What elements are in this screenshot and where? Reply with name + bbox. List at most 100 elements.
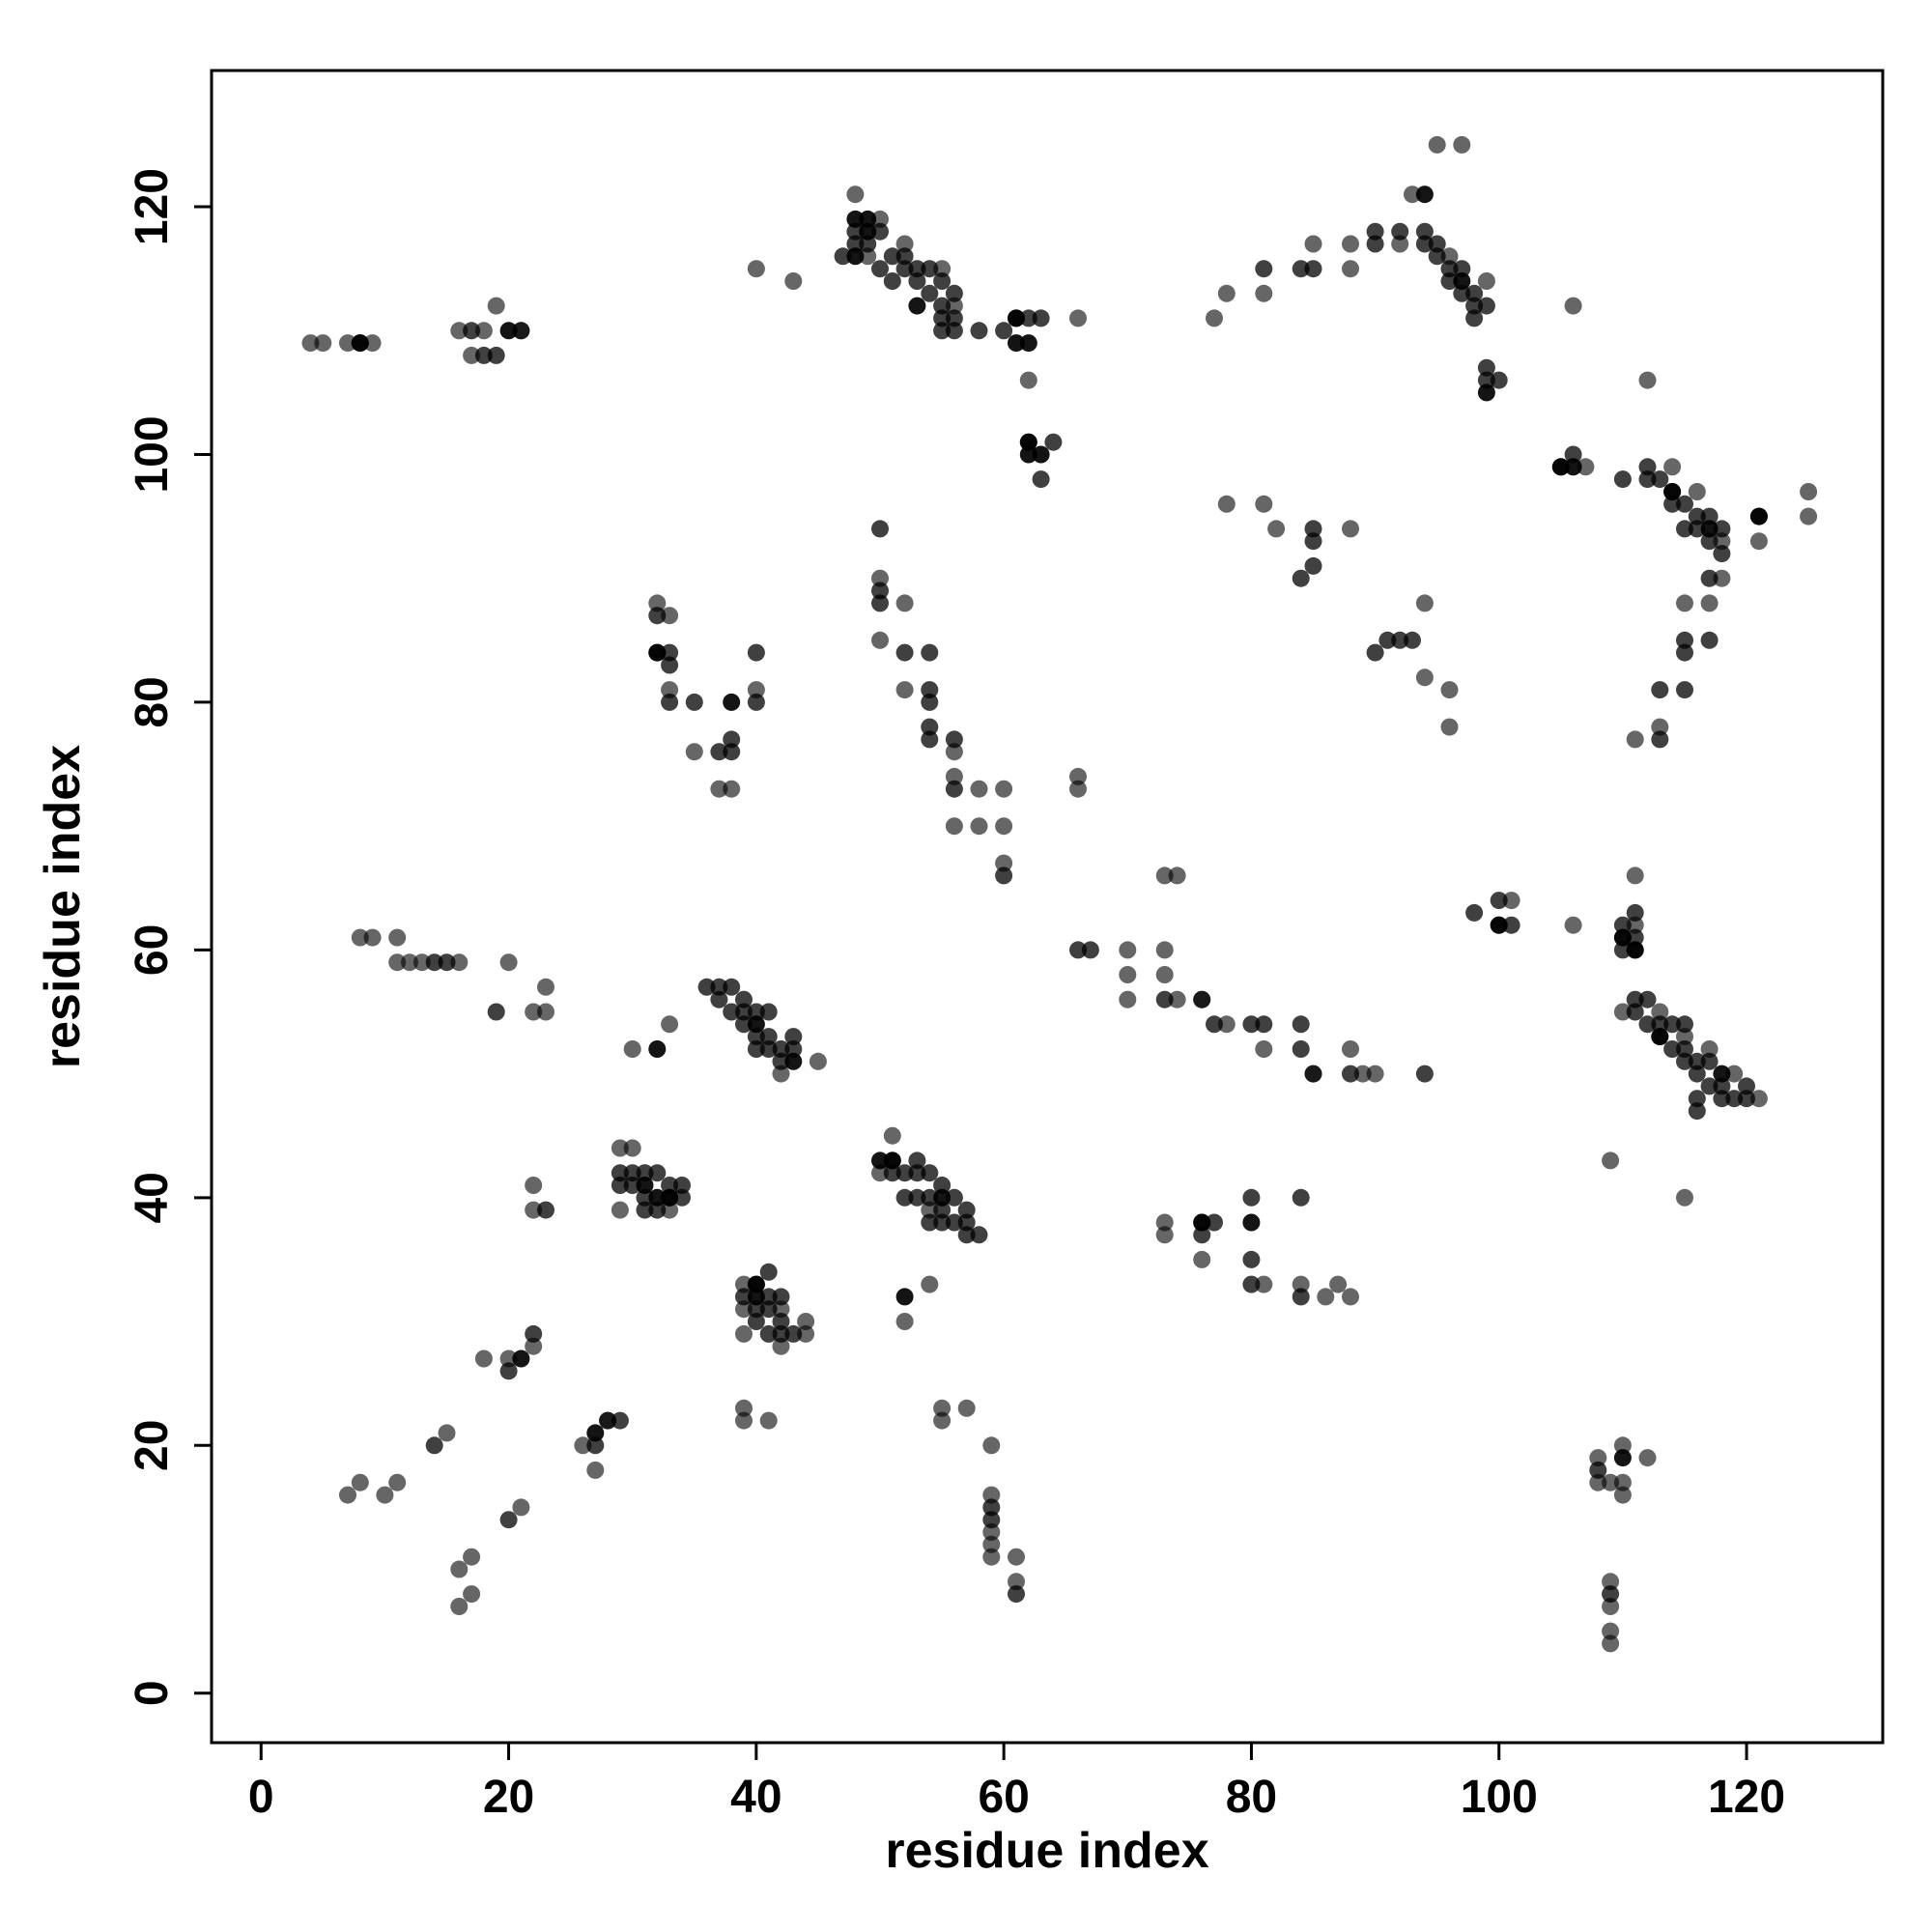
data-point [982,1535,1001,1553]
data-point [1700,594,1719,612]
data-point [1589,1449,1607,1467]
data-point [1700,532,1719,551]
data-point [636,1177,654,1194]
data-point [1019,309,1037,327]
data-point [735,990,753,1009]
data-point [1676,520,1693,538]
data-point [1465,284,1484,302]
data-point [661,1177,679,1194]
data-point [1613,1003,1632,1021]
data-point [450,1598,469,1615]
data-point [1428,247,1446,266]
data-point [1304,532,1322,551]
data-point [1626,730,1644,749]
data-point [1155,990,1174,1009]
data-point [921,681,939,699]
data-point [921,260,939,278]
data-point [933,309,952,327]
data-point [772,1288,790,1306]
data-point [945,817,963,836]
data-point [982,1523,1001,1541]
data-point [1304,235,1322,253]
data-point [1069,941,1087,959]
data-point [759,1028,778,1046]
data-point [859,222,877,241]
data-point [871,1164,889,1182]
data-point [710,990,728,1009]
data-point [1613,941,1632,959]
data-point [1490,892,1508,910]
data-point [1008,1548,1025,1566]
data-point [574,1436,592,1455]
data-point [661,607,679,625]
data-point [945,767,963,785]
data-point [1551,458,1570,476]
data-point [1676,1052,1693,1070]
data-point [1688,1090,1706,1108]
data-point [957,1213,976,1232]
data-point [1292,1275,1310,1293]
data-point [710,780,728,798]
data-point [1255,1275,1273,1293]
data-point [388,928,407,947]
data-point [1453,284,1471,302]
data-point [1688,520,1706,538]
data-point [611,1164,629,1182]
data-point [1155,867,1174,885]
data-point [463,346,481,364]
data-point [871,222,889,241]
data-point [1119,966,1137,983]
data-point [339,1486,356,1504]
data-point [623,1040,641,1058]
data-point [735,1411,753,1430]
data-point [1465,297,1484,315]
data-point [474,346,493,364]
data-point [1019,371,1037,389]
data-point [1366,643,1384,662]
data-point [1342,235,1359,253]
data-point [1477,371,1495,389]
data-point [735,1003,753,1021]
data-point [1119,941,1137,959]
data-point [723,978,741,996]
data-point [1292,260,1310,278]
data-point [1242,1188,1261,1207]
data-point [895,247,914,266]
data-point [1193,1226,1211,1244]
data-point [1700,1052,1719,1070]
points-layer [301,135,1818,1653]
data-point [499,1362,518,1380]
data-point [982,1511,1001,1529]
data-point [945,730,963,749]
data-point [1688,1102,1706,1121]
data-point [1676,681,1693,699]
data-point [1638,1015,1657,1034]
data-point [673,1188,691,1207]
data-point [1602,1473,1620,1492]
data-point [1404,631,1421,649]
data-point [1168,867,1186,885]
data-point [438,1424,456,1442]
data-point [908,1188,926,1207]
data-point [933,1213,952,1232]
data-point [1428,135,1446,154]
data-point [1613,928,1632,947]
data-point [1613,1473,1632,1492]
data-point [1255,260,1273,278]
x-tick-label: 100 [1461,1772,1538,1823]
data-point [1292,1288,1310,1306]
data-point [525,1177,543,1194]
data-point [1415,668,1434,687]
data-point [1206,309,1223,327]
data-point [921,1213,939,1232]
data-point [871,569,889,587]
data-point [1378,631,1397,649]
data-point [586,1436,605,1455]
data-point [1477,384,1495,402]
data-point [1638,1449,1657,1467]
data-point [673,1177,691,1194]
data-point [784,1324,803,1343]
data-point [1663,1040,1682,1058]
data-point [661,681,679,699]
data-point [1626,990,1644,1009]
